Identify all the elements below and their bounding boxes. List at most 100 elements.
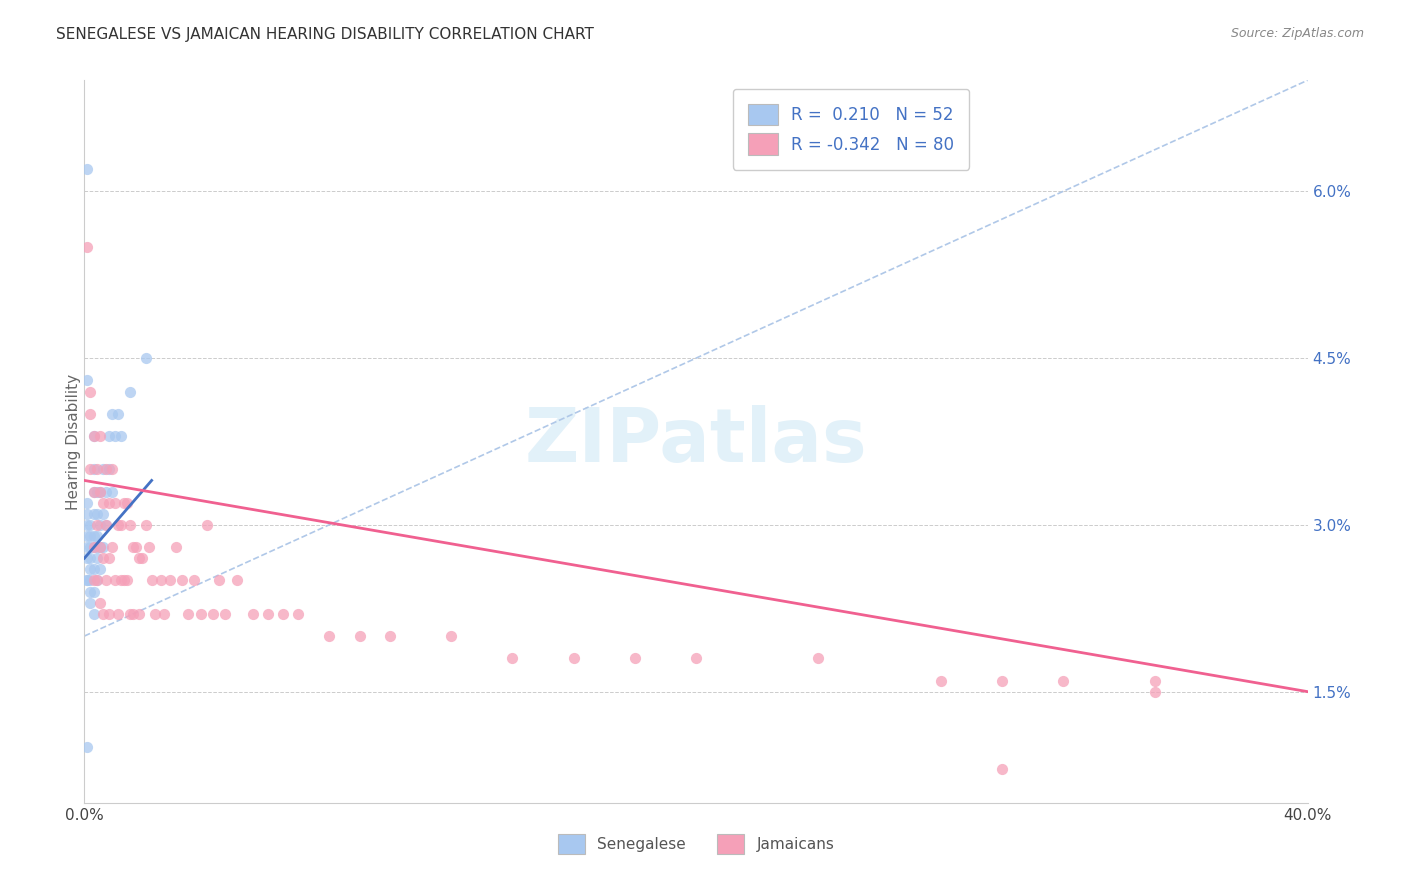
Point <box>83 607 105 621</box>
Point <box>76 507 98 521</box>
Point <box>83 540 105 554</box>
Point <box>86 462 108 476</box>
Point <box>91 496 114 510</box>
Point <box>208 574 231 588</box>
Point <box>86 574 108 588</box>
Point <box>104 574 127 588</box>
Point <box>89 484 111 499</box>
Point <box>79 540 101 554</box>
Point <box>115 496 138 510</box>
Point <box>120 384 142 399</box>
Point <box>76 240 98 254</box>
Point <box>76 740 98 755</box>
Point <box>101 540 124 554</box>
Point <box>104 496 127 510</box>
Point <box>214 607 236 621</box>
Point <box>502 651 524 665</box>
Point <box>110 429 132 443</box>
Point <box>91 462 114 476</box>
Point <box>120 607 142 621</box>
Point <box>86 517 108 532</box>
Point <box>135 517 157 532</box>
Point <box>110 517 132 532</box>
Point <box>94 462 117 476</box>
Point <box>79 562 101 576</box>
Point <box>104 429 127 443</box>
Point <box>112 574 135 588</box>
Point <box>79 462 101 476</box>
Point <box>380 629 402 643</box>
Point <box>89 540 111 554</box>
Point <box>79 407 101 421</box>
Point <box>89 517 111 532</box>
Point <box>125 540 148 554</box>
Point <box>183 574 205 588</box>
Point <box>685 651 707 665</box>
Point <box>1052 673 1074 688</box>
Point <box>79 574 101 588</box>
Point <box>83 540 105 554</box>
Point <box>83 529 105 543</box>
Point <box>79 584 101 599</box>
Point <box>112 496 135 510</box>
Point <box>141 574 163 588</box>
Point <box>120 517 142 532</box>
Point <box>107 517 129 532</box>
Point <box>131 551 153 566</box>
Point <box>101 407 124 421</box>
Point <box>97 429 120 443</box>
Point <box>190 607 212 621</box>
Point <box>287 607 309 621</box>
Point <box>97 551 120 566</box>
Point <box>143 607 166 621</box>
Point <box>991 673 1014 688</box>
Point <box>83 574 105 588</box>
Point <box>440 629 463 643</box>
Y-axis label: Hearing Disability: Hearing Disability <box>66 374 80 509</box>
Point <box>76 496 98 510</box>
Point <box>76 551 98 566</box>
Point <box>79 384 101 399</box>
Point <box>153 607 176 621</box>
Point <box>122 607 145 621</box>
Point <box>1143 684 1166 698</box>
Point <box>97 496 120 510</box>
Text: Source: ZipAtlas.com: Source: ZipAtlas.com <box>1230 27 1364 40</box>
Point <box>115 574 138 588</box>
Point <box>94 517 117 532</box>
Point <box>349 629 371 643</box>
Point <box>807 651 830 665</box>
Point <box>86 507 108 521</box>
Point <box>86 529 108 543</box>
Point <box>149 574 172 588</box>
Point <box>318 629 340 643</box>
Point <box>76 373 98 387</box>
Point <box>86 551 108 566</box>
Point <box>83 484 105 499</box>
Point <box>89 429 111 443</box>
Point <box>135 351 157 366</box>
Point <box>91 507 114 521</box>
Point <box>128 607 150 621</box>
Point <box>83 507 105 521</box>
Point <box>79 596 101 610</box>
Point <box>94 484 117 499</box>
Point <box>86 540 108 554</box>
Point <box>91 540 114 554</box>
Point <box>79 529 101 543</box>
Point <box>83 429 105 443</box>
Point <box>83 584 105 599</box>
Point <box>76 540 98 554</box>
Point <box>97 607 120 621</box>
Point <box>83 484 105 499</box>
Point <box>79 517 101 532</box>
Point <box>122 540 145 554</box>
Point <box>110 574 132 588</box>
Point <box>107 407 129 421</box>
Point <box>83 429 105 443</box>
Point <box>91 607 114 621</box>
Point <box>86 484 108 499</box>
Point <box>991 763 1014 777</box>
Point <box>89 562 111 576</box>
Point <box>94 574 117 588</box>
